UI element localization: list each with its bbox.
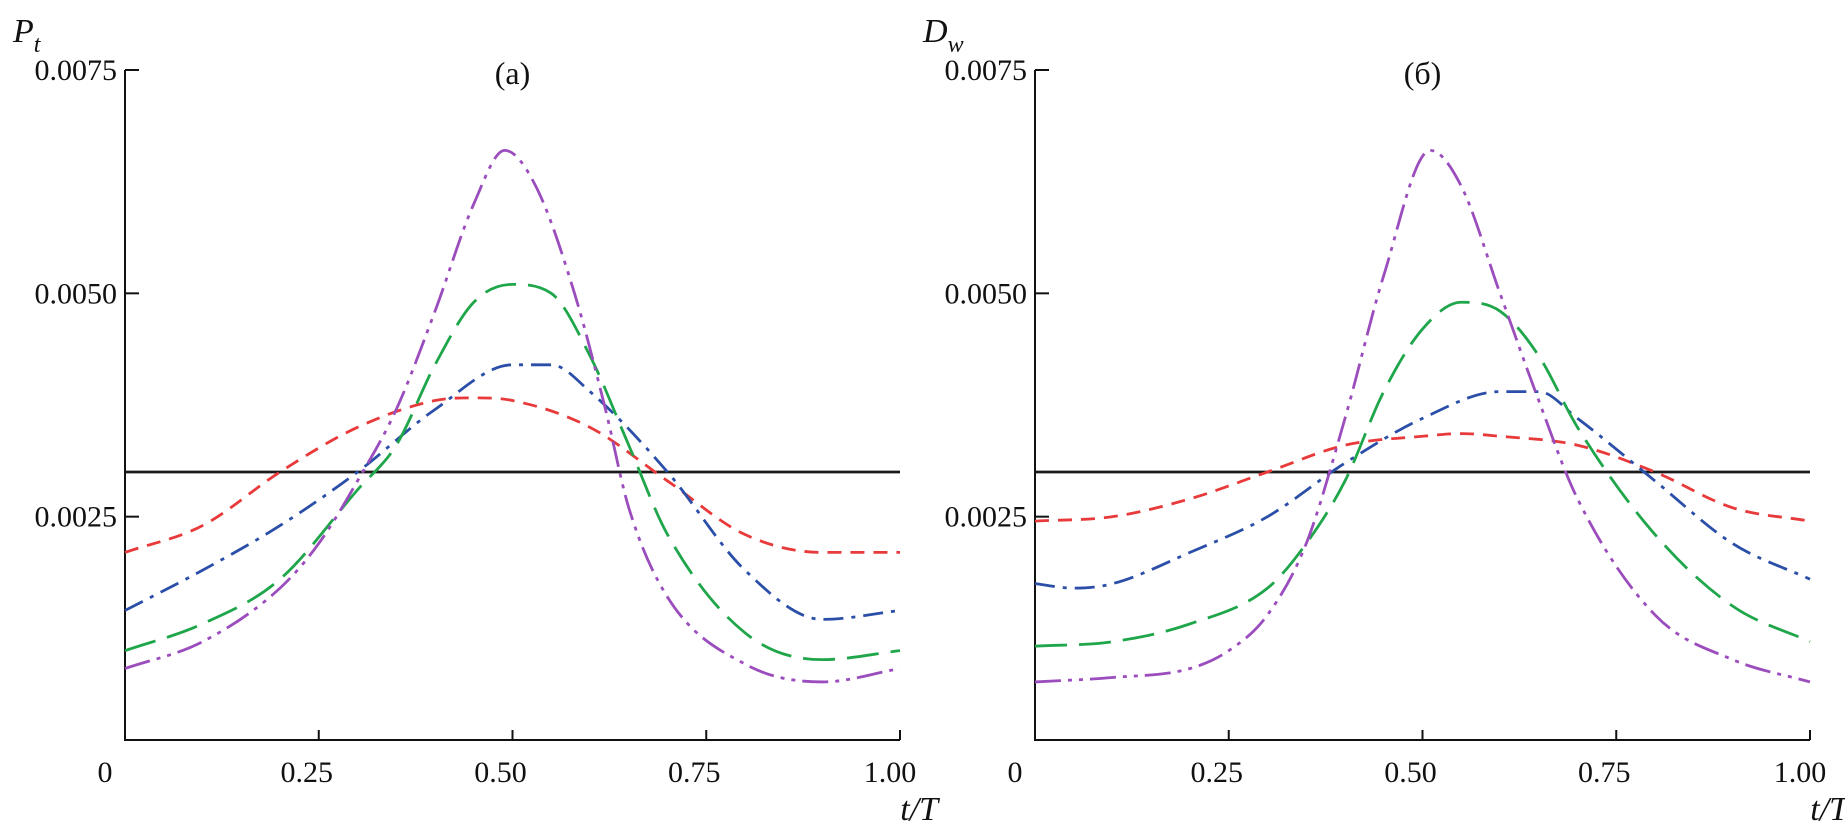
- x-axis-title: t/T: [1810, 791, 1845, 828]
- y-tick-label: 0.0050: [945, 277, 1028, 310]
- x-axis-title: t/T: [900, 791, 940, 828]
- series-line-purple-dashdotdot: [124, 148, 901, 684]
- series-line-blue-dashdot: [1034, 390, 1811, 590]
- y-axis-title: Dw: [922, 13, 964, 58]
- y-tick-label: 0.0025: [35, 501, 118, 534]
- x-tick-label: 0: [98, 756, 113, 789]
- x-tick-label: 0.50: [1384, 756, 1437, 789]
- y-axis-title-main: P: [12, 13, 34, 50]
- x-tick-label: 1.00: [864, 756, 917, 789]
- y-axis-title: Pt: [12, 13, 42, 58]
- y-axis-title-subscript: w: [948, 32, 964, 58]
- x-tick-label: 0: [1008, 756, 1023, 789]
- series-line-green-longdash: [124, 282, 901, 662]
- series-line-green-longdash: [1034, 300, 1811, 648]
- x-tick-label: 0.25: [281, 756, 334, 789]
- x-tick-label: 1.00: [1774, 756, 1827, 789]
- series-line-red-dashed: [1034, 432, 1811, 523]
- x-tick-label: 0.25: [1191, 756, 1244, 789]
- panel-label: (б): [1404, 55, 1442, 91]
- axes: [1034, 70, 1810, 741]
- x-tick-label: 0.50: [474, 756, 527, 789]
- y-tick-label: 0.0075: [945, 54, 1028, 87]
- y-tick-label: 0.0025: [945, 501, 1028, 534]
- y-axis-title-main: D: [922, 13, 948, 50]
- panel-label: (а): [495, 55, 531, 91]
- x-tick-label: 0.75: [1578, 756, 1631, 789]
- y-tick-label: 0.0050: [35, 277, 118, 310]
- x-tick-label: 0.75: [668, 756, 721, 789]
- series-line-blue-dashdot: [124, 363, 901, 621]
- panel-b: 0 0.25 0.50 0.75 1.000.00250.00500.0075Dwt/T…: [922, 13, 1845, 828]
- axes: [124, 70, 900, 741]
- y-axis-title-subscript: t: [34, 32, 42, 58]
- y-tick-label: 0.0075: [35, 54, 118, 87]
- series-line-purple-dashdotdot: [1034, 148, 1811, 684]
- series-line-red-dashed: [124, 396, 900, 554]
